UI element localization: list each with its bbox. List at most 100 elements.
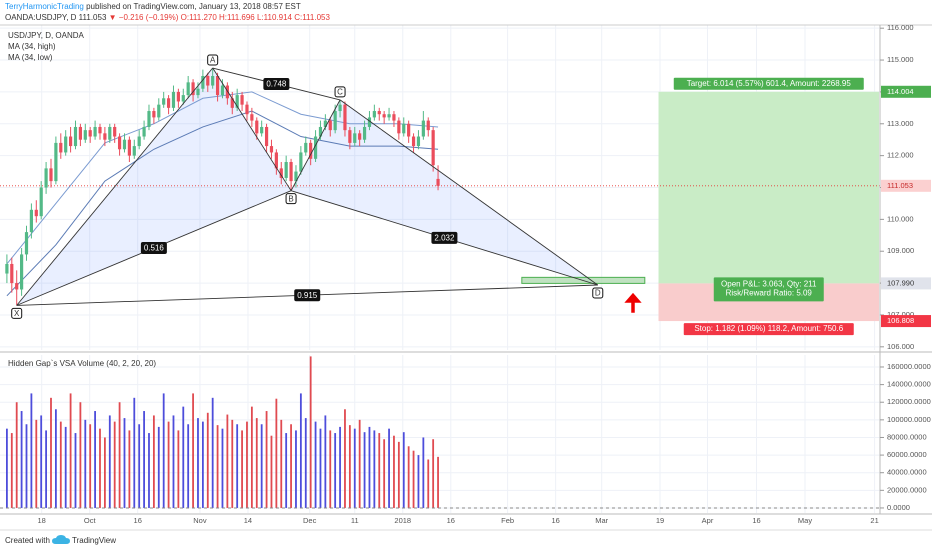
x-tick-label: 19 [656, 516, 664, 525]
point-badge [285, 193, 297, 205]
volume-bar [368, 426, 371, 508]
point-badge [11, 307, 23, 319]
candle-body [279, 168, 283, 178]
volume-bar [246, 421, 248, 508]
candle-body [377, 111, 381, 115]
candle-body [220, 85, 225, 96]
candle-body [142, 126, 146, 137]
volume-bar [324, 415, 327, 508]
point-label: X [14, 309, 20, 318]
volume-bar [417, 455, 420, 508]
y-tick-label: 112.000 [887, 151, 914, 160]
volume-bar [197, 418, 199, 508]
volume-bar [329, 430, 332, 508]
y-tick-label: 100000.0000 [887, 415, 931, 424]
volume-bar [437, 456, 439, 508]
candle-body [15, 283, 19, 290]
candle-body [5, 263, 9, 274]
candle-body [284, 162, 288, 178]
volume-bar [221, 428, 224, 508]
point-label: D [595, 289, 601, 298]
volume-bar [319, 428, 322, 508]
candle-body [362, 126, 367, 140]
ratio-label: 0.516 [144, 244, 165, 253]
pattern-leg [212, 67, 292, 191]
candle-body [269, 146, 274, 153]
volume-bar [397, 441, 400, 508]
volume-bar [334, 433, 337, 508]
candle-body [230, 98, 234, 108]
volume-bar [5, 428, 8, 508]
candle-body [68, 136, 73, 147]
x-tick-label: 11 [351, 516, 359, 525]
candle-body [19, 254, 24, 290]
volume-bar [182, 406, 185, 508]
candle-body [29, 209, 33, 233]
candle-body [264, 126, 269, 147]
volume-bar [285, 433, 288, 508]
price-tag-box [881, 315, 931, 328]
volume-bar [103, 437, 106, 508]
volume-bar [427, 459, 430, 508]
candle-body [397, 120, 401, 134]
volume-bar [192, 393, 194, 508]
candle-body [328, 120, 332, 131]
author: TerryHarmonicTrading [5, 2, 84, 11]
volume-bar [25, 424, 28, 508]
published: published on TradingView.com, January 13… [86, 2, 301, 11]
candle-body [245, 104, 249, 115]
candle-body [392, 114, 396, 121]
candle-body [431, 130, 435, 166]
volume-bar [133, 397, 136, 508]
candle-body [343, 104, 347, 131]
candle-body [240, 95, 244, 105]
volume-bar [363, 432, 366, 508]
candle-body [113, 126, 117, 137]
candle-body [10, 263, 14, 284]
candle-body [333, 111, 337, 131]
volume-bar [216, 425, 219, 508]
volume-bar [290, 424, 292, 508]
volume-bar [432, 439, 435, 508]
candle-body [338, 104, 342, 112]
candle-body [358, 133, 362, 140]
x-tick-label: May [798, 516, 812, 525]
stop-label: Stop: 1.182 (1.09%) 118.2, Amount: 750.6 [694, 324, 843, 333]
candle-body [260, 126, 264, 134]
volume-bar [250, 406, 253, 508]
target-label-box [673, 77, 864, 90]
volume-bar [211, 397, 214, 508]
candle-body [117, 136, 122, 150]
candle-body [411, 136, 416, 147]
volume-bar [59, 421, 62, 508]
candle-body [206, 75, 210, 86]
volume-bar [79, 402, 82, 508]
candle-body [436, 178, 440, 186]
volume-bar [339, 426, 341, 508]
header-line: TerryHarmonicTrading published on Tradin… [5, 2, 301, 11]
volume-bar [148, 433, 150, 508]
candle-body [372, 111, 376, 118]
y-tick-label: 140000.0000 [887, 380, 931, 389]
candle-body [250, 114, 254, 121]
candle-body [78, 126, 82, 140]
candle-body [157, 104, 161, 118]
candle-body [132, 146, 136, 156]
volume-bar [275, 398, 278, 508]
volume-bar [241, 430, 243, 508]
point-label: A [210, 56, 216, 65]
candle-body [353, 133, 357, 143]
ratio-badge [431, 231, 458, 244]
candle-body [255, 120, 259, 134]
candle-body [176, 91, 180, 102]
candle-body [201, 75, 205, 89]
symbol-line: OANDA:USDJPY, D 111.053 ▼ −0.216 (−0.19%… [5, 13, 330, 22]
candle-body [162, 98, 166, 105]
arrow-up [624, 292, 642, 313]
volume-bar [157, 426, 160, 508]
pattern-leg [290, 99, 341, 191]
volume-bar [206, 412, 209, 508]
ratio-badge [140, 242, 167, 255]
y-tick-label: 160000.0000 [887, 362, 931, 371]
